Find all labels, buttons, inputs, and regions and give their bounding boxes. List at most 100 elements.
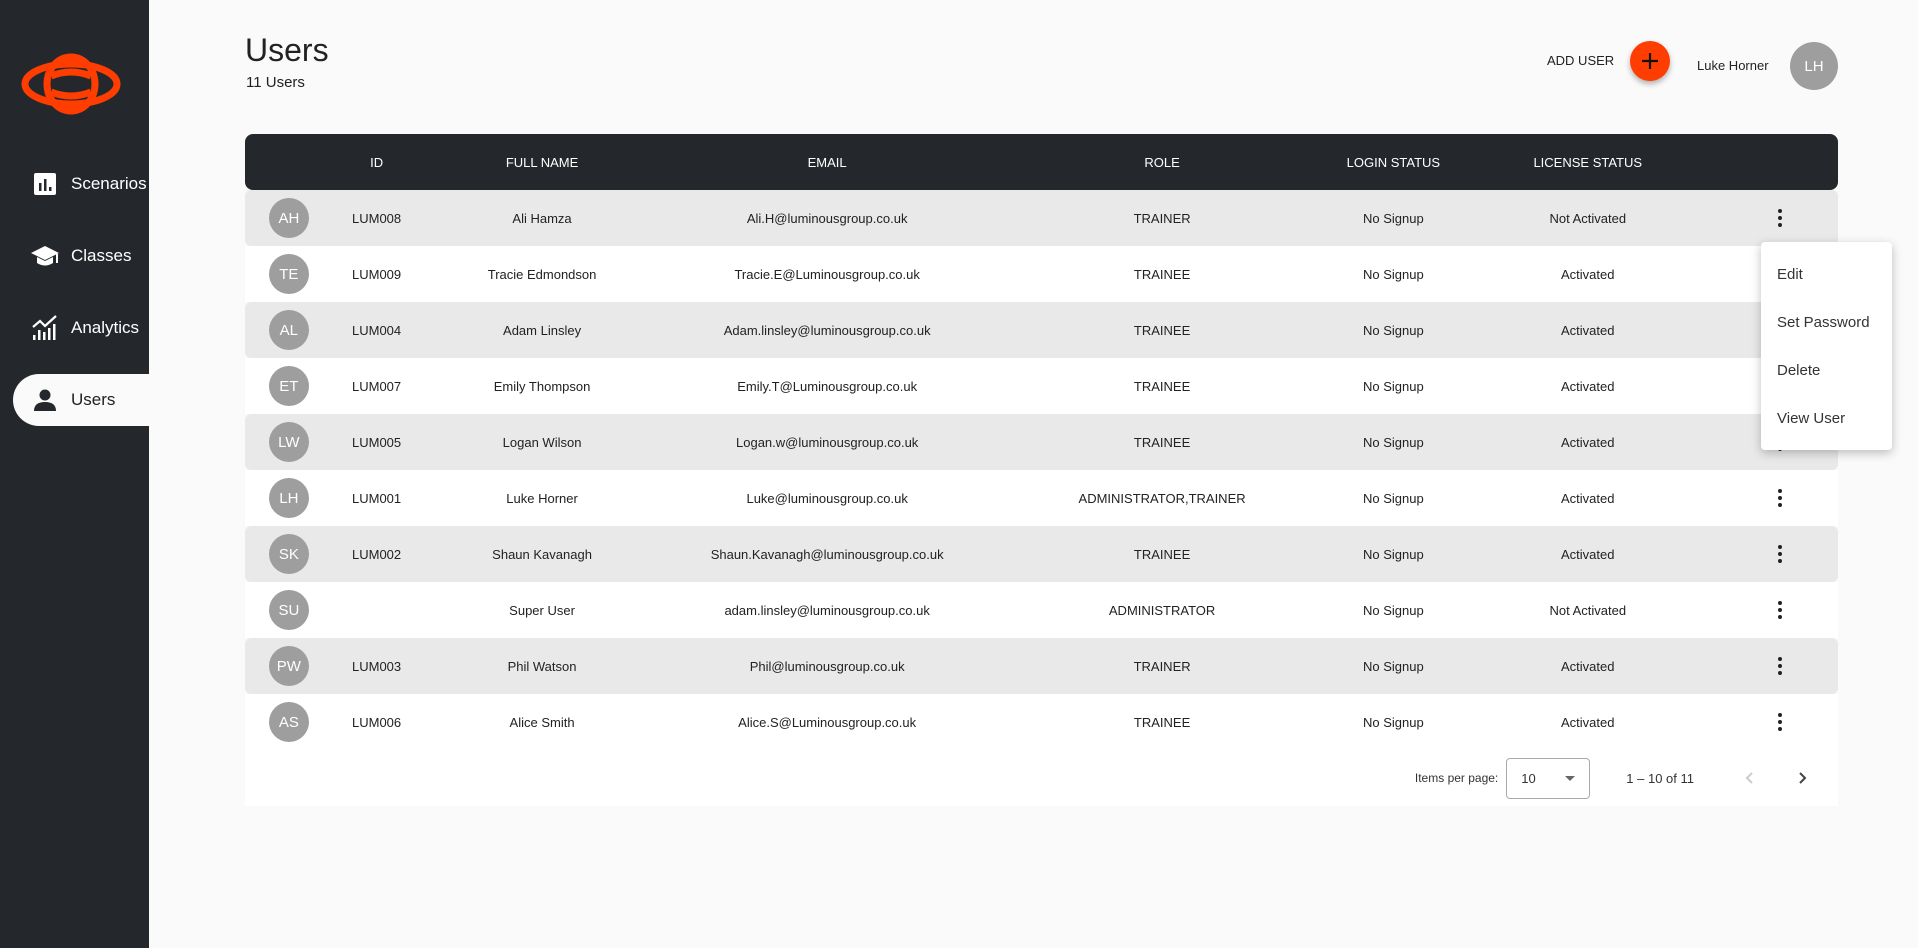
cell-full-name: Ali Hamza — [512, 210, 572, 226]
user-avatar: PW — [268, 646, 309, 686]
plus-icon — [1642, 53, 1658, 69]
cell-role: TRAINEE — [1133, 378, 1191, 394]
cell-email: Shaun.Kavanagh@luminousgroup.co.uk — [710, 546, 944, 562]
sidebar-item-label: Classes — [71, 246, 132, 265]
col-email: EMAIL — [807, 154, 847, 170]
cell-id: LUM006 — [352, 714, 402, 730]
cell-license-status: Activated — [1561, 266, 1615, 282]
sidebar-item-classes[interactable]: Classes — [0, 230, 149, 282]
user-avatar: SK — [268, 534, 309, 574]
cell-email: Emily.T@Luminousgroup.co.uk — [737, 378, 918, 394]
table-row: SU Super User adam.linsley@luminousgroup.c… — [245, 582, 1838, 638]
sidebar-item-scenarios[interactable]: Scenarios — [0, 158, 149, 210]
bar-chart-icon — [30, 172, 60, 196]
cell-id: LUM008 — [352, 210, 402, 226]
add-user-label[interactable]: ADD USER — [1547, 53, 1615, 68]
paginator: Items per page: 10 1 – 10 of 11 — [245, 750, 1838, 806]
cell-full-name: Shaun Kavanagh — [492, 546, 592, 562]
items-per-page-select[interactable]: 10 — [1506, 757, 1591, 799]
cell-email: Alice.S@Luminousgroup.co.uk — [738, 714, 917, 730]
table-row: TE LUM009 Tracie Edmondson Tracie.E@Luminou… — [245, 246, 1838, 302]
cell-full-name: Logan Wilson — [502, 434, 582, 450]
more-vert-icon[interactable] — [1770, 709, 1790, 735]
more-vert-icon[interactable] — [1770, 597, 1790, 623]
cell-role: TRAINEE — [1133, 546, 1191, 562]
table-row: SK LUM002 Shaun Kavanagh Shaun.Kavanagh@lum… — [245, 526, 1838, 582]
cell-id: LUM005 — [352, 434, 402, 450]
user-avatar: TE — [268, 254, 309, 294]
table-row: ET LUM007 Emily Thompson Emily.T@Luminousgr… — [245, 358, 1838, 414]
user-avatar: ET — [268, 366, 309, 406]
cell-id: LUM001 — [352, 490, 402, 506]
add-user-button[interactable] — [1630, 41, 1670, 81]
user-avatar: AS — [268, 702, 309, 742]
cell-full-name: Alice Smith — [509, 714, 575, 730]
menu-item-set-password[interactable]: Set Password — [1777, 313, 1870, 331]
graduation-cap-icon — [30, 244, 60, 268]
row-actions-menu: Edit Set Password Delete View User — [1761, 242, 1892, 450]
cell-full-name: Phil Watson — [507, 658, 577, 674]
cell-id: LUM004 — [352, 322, 402, 338]
cell-full-name: Emily Thompson — [493, 378, 591, 394]
more-vert-icon[interactable] — [1770, 485, 1790, 511]
sidebar-item-analytics[interactable]: Analytics — [0, 302, 149, 354]
cell-login-status: No Signup — [1363, 210, 1424, 226]
analytics-icon — [30, 315, 60, 341]
dropdown-arrow-icon — [1565, 775, 1576, 781]
cell-email: Logan.w@luminousgroup.co.uk — [736, 434, 919, 450]
cell-license-status: Activated — [1561, 490, 1615, 506]
cell-full-name: Adam Linsley — [503, 322, 582, 338]
menu-item-edit[interactable]: Edit — [1777, 265, 1803, 283]
cell-role: TRAINEE — [1133, 322, 1191, 338]
cell-license-status: Activated — [1561, 322, 1615, 338]
col-role: ROLE — [1144, 154, 1180, 170]
current-user-avatar[interactable]: LH — [1790, 42, 1838, 90]
cell-license-status: Activated — [1561, 378, 1615, 394]
menu-item-delete[interactable]: Delete — [1777, 361, 1821, 379]
cell-login-status: No Signup — [1363, 378, 1424, 394]
cell-email: Luke@luminousgroup.co.uk — [746, 490, 908, 506]
cell-license-status: Not Activated — [1549, 602, 1627, 618]
person-icon — [30, 388, 60, 412]
sidebar-item-label: Analytics — [71, 318, 140, 337]
next-page-button[interactable] — [1796, 771, 1808, 785]
cell-login-status: No Signup — [1363, 322, 1424, 338]
cell-role: TRAINEE — [1133, 714, 1191, 730]
cell-login-status: No Signup — [1363, 266, 1424, 282]
cell-login-status: No Signup — [1363, 602, 1424, 618]
cell-id: LUM003 — [352, 658, 402, 674]
cell-role: TRAINER — [1133, 210, 1191, 226]
more-vert-icon[interactable] — [1770, 653, 1790, 679]
cell-role: TRAINER — [1133, 658, 1191, 674]
cell-email: Ali.H@luminousgroup.co.uk — [746, 210, 908, 226]
menu-item-view-user[interactable]: View User — [1777, 409, 1846, 427]
cell-full-name: Super User — [509, 602, 575, 618]
items-per-page-label: Items per page: — [1414, 771, 1499, 785]
user-avatar: LH — [268, 478, 309, 518]
col-full-name: FULL NAME — [505, 154, 579, 170]
cell-license-status: Not Activated — [1549, 210, 1627, 226]
items-per-page-value: 10 — [1521, 770, 1536, 786]
user-avatar: AH — [268, 198, 309, 238]
sidebar: Scenarios Classes Analytics Users — [0, 0, 149, 948]
col-license-status: LICENSE STATUS — [1533, 154, 1643, 170]
previous-page-button[interactable] — [1744, 771, 1756, 785]
user-count: 11 Users — [246, 74, 305, 91]
more-vert-icon[interactable] — [1770, 541, 1790, 567]
cell-license-status: Activated — [1561, 434, 1615, 450]
col-login-status: LOGIN STATUS — [1346, 154, 1441, 170]
cell-license-status: Activated — [1561, 546, 1615, 562]
cell-email: Phil@luminousgroup.co.uk — [749, 658, 905, 674]
table-row: AS LUM006 Alice Smith Alice.S@Luminousgroup… — [245, 694, 1838, 750]
luminous-logo — [21, 53, 121, 115]
more-vert-icon[interactable] — [1770, 205, 1790, 231]
page-range: 1 – 10 of 11 — [1626, 770, 1694, 786]
cell-role: ADMINISTRATOR,TRAINER — [1078, 490, 1246, 506]
sidebar-item-users[interactable]: Users — [13, 374, 149, 426]
user-avatar: LW — [268, 422, 309, 462]
cell-login-status: No Signup — [1363, 434, 1424, 450]
cell-role: TRAINEE — [1133, 266, 1191, 282]
table-row: LH LUM001 Luke Horner Luke@luminousgroup.co… — [245, 470, 1838, 526]
user-avatar: AL — [268, 310, 309, 350]
cell-id: LUM007 — [352, 378, 402, 394]
